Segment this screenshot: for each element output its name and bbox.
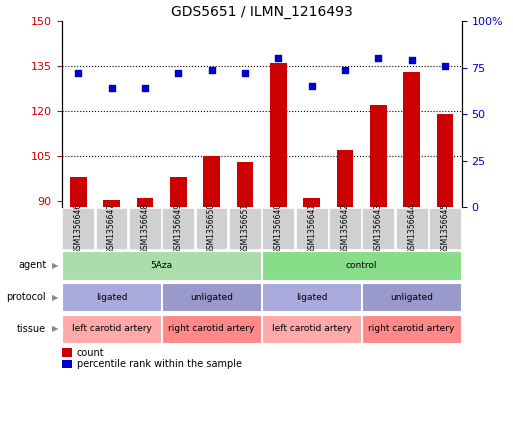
Point bbox=[374, 55, 382, 62]
Text: right carotid artery: right carotid artery bbox=[168, 324, 255, 333]
Bar bbox=[62, 360, 71, 368]
Bar bbox=[437, 114, 453, 207]
Point bbox=[107, 85, 115, 91]
Text: GSM1356642: GSM1356642 bbox=[341, 203, 349, 254]
Point bbox=[307, 83, 315, 90]
Bar bbox=[70, 177, 87, 207]
Point bbox=[207, 66, 215, 73]
Bar bbox=[236, 162, 253, 207]
FancyBboxPatch shape bbox=[62, 283, 161, 311]
FancyBboxPatch shape bbox=[196, 208, 227, 249]
Text: ▶: ▶ bbox=[52, 293, 58, 302]
Text: ligated: ligated bbox=[96, 293, 127, 302]
FancyBboxPatch shape bbox=[62, 251, 261, 280]
Text: GSM1356644: GSM1356644 bbox=[407, 203, 416, 254]
Text: left carotid artery: left carotid artery bbox=[72, 324, 151, 333]
Bar bbox=[303, 198, 320, 207]
FancyBboxPatch shape bbox=[296, 208, 327, 249]
FancyBboxPatch shape bbox=[363, 208, 394, 249]
FancyBboxPatch shape bbox=[263, 208, 294, 249]
Point bbox=[274, 55, 282, 62]
Text: ▶: ▶ bbox=[52, 324, 58, 333]
Text: GSM1356645: GSM1356645 bbox=[441, 203, 449, 254]
Text: GSM1356647: GSM1356647 bbox=[107, 203, 116, 254]
Point bbox=[441, 63, 449, 69]
FancyBboxPatch shape bbox=[62, 315, 161, 343]
Bar bbox=[170, 177, 187, 207]
FancyBboxPatch shape bbox=[163, 208, 194, 249]
Point bbox=[174, 70, 182, 77]
Point bbox=[341, 66, 349, 73]
Text: ligated: ligated bbox=[296, 293, 327, 302]
Text: GSM1356646: GSM1356646 bbox=[74, 203, 83, 254]
FancyBboxPatch shape bbox=[329, 208, 361, 249]
Text: GSM1356649: GSM1356649 bbox=[174, 203, 183, 254]
FancyBboxPatch shape bbox=[362, 315, 461, 343]
Bar bbox=[203, 156, 220, 207]
Text: control: control bbox=[346, 261, 378, 270]
Text: GSM1356650: GSM1356650 bbox=[207, 203, 216, 254]
FancyBboxPatch shape bbox=[162, 315, 261, 343]
Text: GSM1356651: GSM1356651 bbox=[241, 203, 249, 254]
FancyBboxPatch shape bbox=[429, 208, 461, 249]
Text: unligated: unligated bbox=[390, 293, 433, 302]
Text: GSM1356641: GSM1356641 bbox=[307, 203, 316, 254]
Text: tissue: tissue bbox=[17, 324, 46, 334]
FancyBboxPatch shape bbox=[162, 283, 261, 311]
Bar bbox=[337, 150, 353, 207]
Point bbox=[241, 70, 249, 77]
Bar bbox=[103, 200, 120, 207]
Bar bbox=[370, 105, 387, 207]
Text: GSM1356640: GSM1356640 bbox=[274, 203, 283, 254]
Text: GSM1356643: GSM1356643 bbox=[374, 203, 383, 254]
Text: unligated: unligated bbox=[190, 293, 233, 302]
Text: ▶: ▶ bbox=[52, 261, 58, 270]
FancyBboxPatch shape bbox=[96, 208, 127, 249]
Bar bbox=[62, 349, 71, 357]
Point bbox=[407, 57, 416, 63]
FancyBboxPatch shape bbox=[396, 208, 427, 249]
Text: GSM1356648: GSM1356648 bbox=[141, 203, 149, 254]
FancyBboxPatch shape bbox=[262, 283, 361, 311]
Title: GDS5651 / ILMN_1216493: GDS5651 / ILMN_1216493 bbox=[171, 5, 352, 19]
Bar bbox=[270, 63, 287, 207]
Text: count: count bbox=[77, 348, 104, 358]
Text: agent: agent bbox=[18, 261, 46, 270]
Text: protocol: protocol bbox=[7, 292, 46, 302]
Text: left carotid artery: left carotid artery bbox=[272, 324, 351, 333]
FancyBboxPatch shape bbox=[63, 208, 94, 249]
Point bbox=[141, 85, 149, 91]
Bar bbox=[136, 198, 153, 207]
FancyBboxPatch shape bbox=[362, 283, 461, 311]
Point bbox=[74, 70, 82, 77]
FancyBboxPatch shape bbox=[229, 208, 261, 249]
Text: 5Aza: 5Aza bbox=[150, 261, 173, 270]
Text: right carotid artery: right carotid artery bbox=[368, 324, 455, 333]
FancyBboxPatch shape bbox=[129, 208, 161, 249]
Bar bbox=[403, 72, 420, 207]
FancyBboxPatch shape bbox=[262, 315, 361, 343]
FancyBboxPatch shape bbox=[262, 251, 461, 280]
Text: percentile rank within the sample: percentile rank within the sample bbox=[77, 359, 242, 369]
